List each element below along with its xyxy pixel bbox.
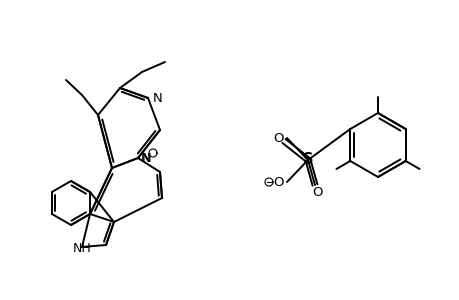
Text: N: N — [153, 92, 162, 104]
Text: N: N — [142, 152, 151, 164]
Text: O: O — [273, 131, 284, 145]
Text: S: S — [302, 152, 313, 167]
Text: N: N — [141, 152, 151, 164]
Text: NH: NH — [73, 242, 91, 256]
Text: O: O — [273, 176, 284, 190]
Text: O: O — [312, 187, 323, 200]
